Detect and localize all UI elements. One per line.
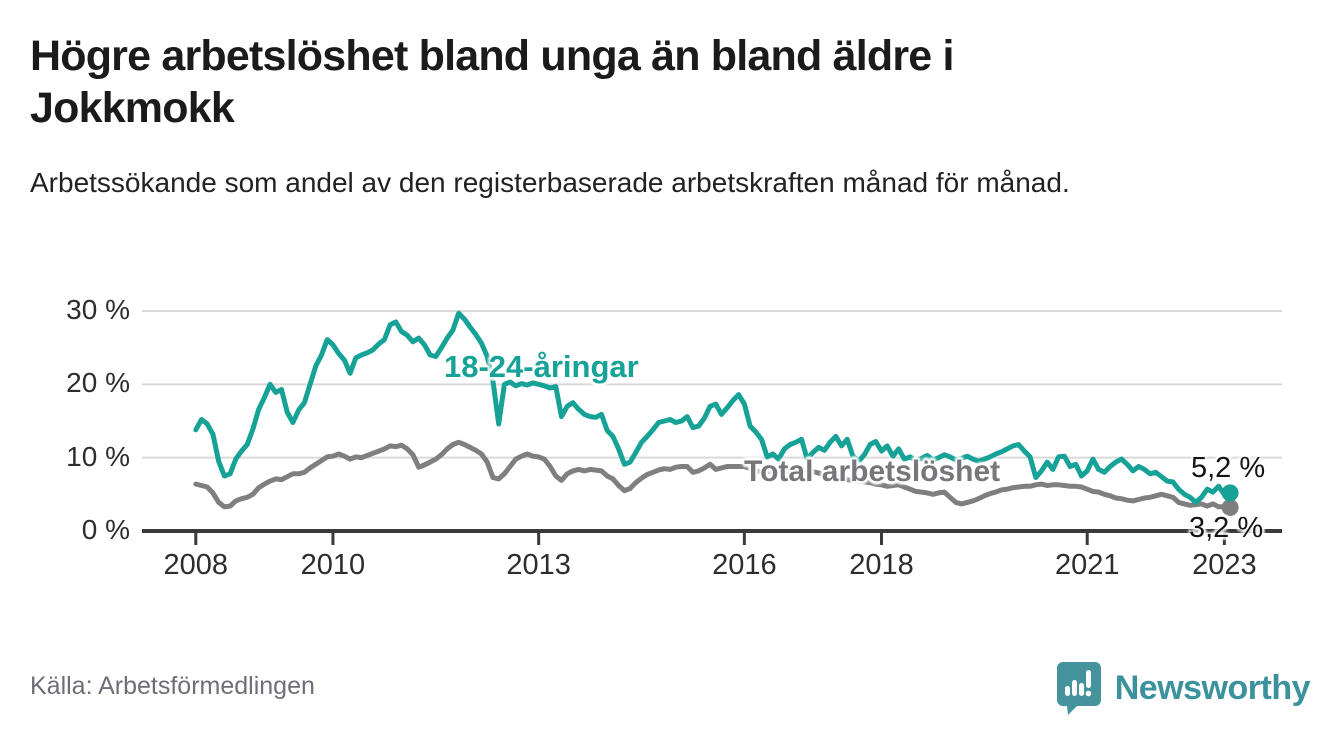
y-tick-label: 30 % xyxy=(66,294,130,325)
series-label-youth: 18-24-åringar xyxy=(444,349,639,384)
page-title-line1: Högre arbetslöshet bland unga än bland ä… xyxy=(30,32,955,80)
end-value-label-youth: 5,2 % xyxy=(1191,452,1266,484)
gridlines xyxy=(142,310,1282,459)
y-tick-label: 10 % xyxy=(66,440,130,472)
x-tick-label: 2016 xyxy=(712,549,777,581)
series-line-youth xyxy=(193,310,1233,505)
x-tick-label: 2013 xyxy=(506,549,571,581)
end-dot-total xyxy=(1221,499,1239,516)
series-line-total xyxy=(193,439,1233,510)
x-tick-label: 2021 xyxy=(1054,549,1120,581)
x-tick-label: 2018 xyxy=(849,549,914,581)
source-credit: Källa: Arbetsförmedlingen xyxy=(30,672,315,700)
y-tick-label: 20 % xyxy=(66,367,130,399)
page-title: Högre arbetslöshet bland unga än bland ä… xyxy=(30,30,1290,134)
series-label-total: Total arbetslöshet xyxy=(744,455,1001,488)
page-title-line2: Jokkmokk xyxy=(30,84,235,132)
brand-logo: Newsworthy xyxy=(1055,660,1311,716)
end-value-label-total: 3,2 % xyxy=(1189,512,1264,544)
y-tick-label: 0 % xyxy=(81,514,130,545)
series-end-dots xyxy=(1221,484,1239,516)
data-series-lines xyxy=(193,310,1233,510)
x-axis xyxy=(142,529,1282,545)
end-dot-youth xyxy=(1221,484,1239,502)
chart-subtitle: Arbetssökande som andel av den registerb… xyxy=(30,167,1070,198)
x-tick-label: 2010 xyxy=(300,549,366,581)
x-tick-label: 2008 xyxy=(163,549,229,581)
newsworthy-logo-icon xyxy=(1056,662,1101,715)
brand-name: Newsworthy xyxy=(1114,668,1311,707)
x-tick-label: 2023 xyxy=(1192,549,1257,581)
